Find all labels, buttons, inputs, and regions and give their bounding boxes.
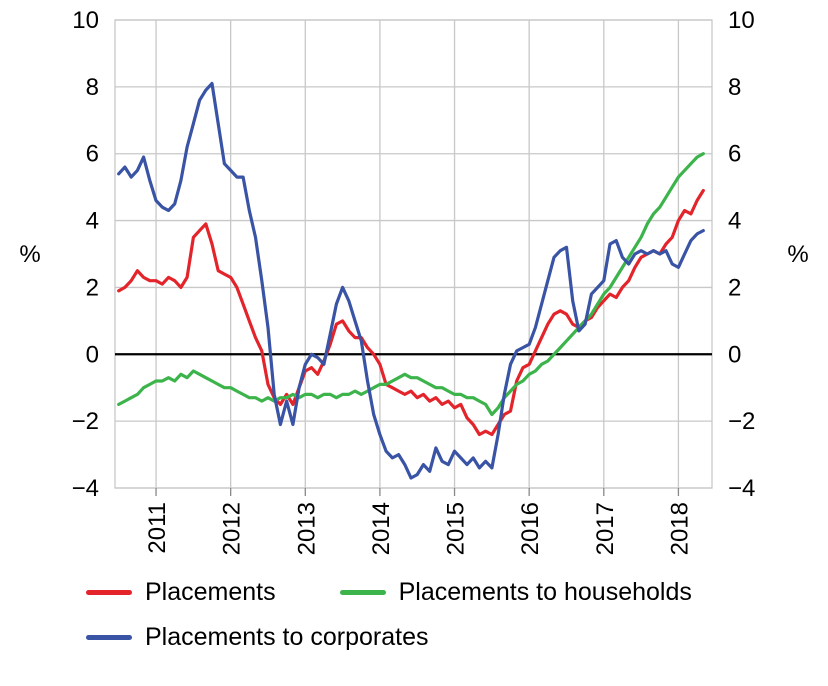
legend-label-corporates: Placements to corporates: [145, 623, 429, 651]
y-axis-label-right: 10: [728, 7, 755, 34]
y-axis-label-left: 8: [86, 74, 99, 101]
y-axis-label-left: −4: [72, 475, 99, 502]
legend-label-households: Placements to households: [398, 578, 692, 606]
y-axis-label-left: 0: [86, 341, 99, 368]
legend-label-placements: Placements: [145, 578, 276, 606]
x-axis-label: 2016: [517, 502, 544, 555]
y-axis-label-left: −2: [72, 408, 99, 435]
legend-item-placements: Placements: [86, 578, 276, 607]
y-axis-label-right: 6: [728, 141, 741, 168]
legend-row-1: Placements Placements to households: [86, 578, 806, 607]
series-line-2: [117, 81, 705, 480]
x-axis-label: 2014: [368, 502, 395, 555]
y-axis-unit-left: %: [19, 241, 40, 268]
legend-item-corporates: Placements to corporates: [86, 623, 428, 652]
legend-item-households: Placements to households: [339, 578, 692, 607]
x-axis-label: 2013: [293, 502, 320, 555]
legend-swatch-placements: [86, 590, 132, 595]
series-line-0: [117, 188, 705, 437]
y-axis-label-right: 8: [728, 74, 741, 101]
line-chart: 10 10 8 8 6 6 4 4 2 2 0 0 −2 −2 −4 −4% % 2011 2012 2013 2014…: [19, 7, 808, 555]
x-axis-label: 2012: [219, 502, 246, 555]
x-axis-label: 2011: [144, 502, 171, 554]
y-axis-label-right: −4: [728, 475, 755, 502]
y-axis-label-right: −2: [728, 408, 755, 435]
y-axis-label-left: 2: [86, 274, 99, 301]
x-axis-label: 2017: [592, 502, 619, 555]
x-axis-label: 2015: [443, 502, 470, 555]
legend-swatch-households: [339, 590, 386, 595]
y-axis-label-right: 0: [728, 341, 741, 368]
y-axis-label-left: 6: [86, 141, 99, 168]
series-line-1: [117, 152, 705, 417]
y-axis-label-left: 4: [86, 208, 99, 235]
legend-swatch-corporates: [86, 635, 132, 640]
plot-frame: [114, 19, 713, 489]
y-axis-unit-right: %: [787, 241, 808, 268]
y-axis-label-right: 4: [728, 208, 741, 235]
legend-row-2: Placements to corporates: [86, 623, 806, 652]
y-axis-label-right: 2: [728, 274, 741, 301]
x-axis-label: 2018: [666, 502, 693, 555]
legend: Placements Placements to households Plac…: [86, 578, 806, 668]
y-axis-label-left: 10: [72, 7, 99, 34]
